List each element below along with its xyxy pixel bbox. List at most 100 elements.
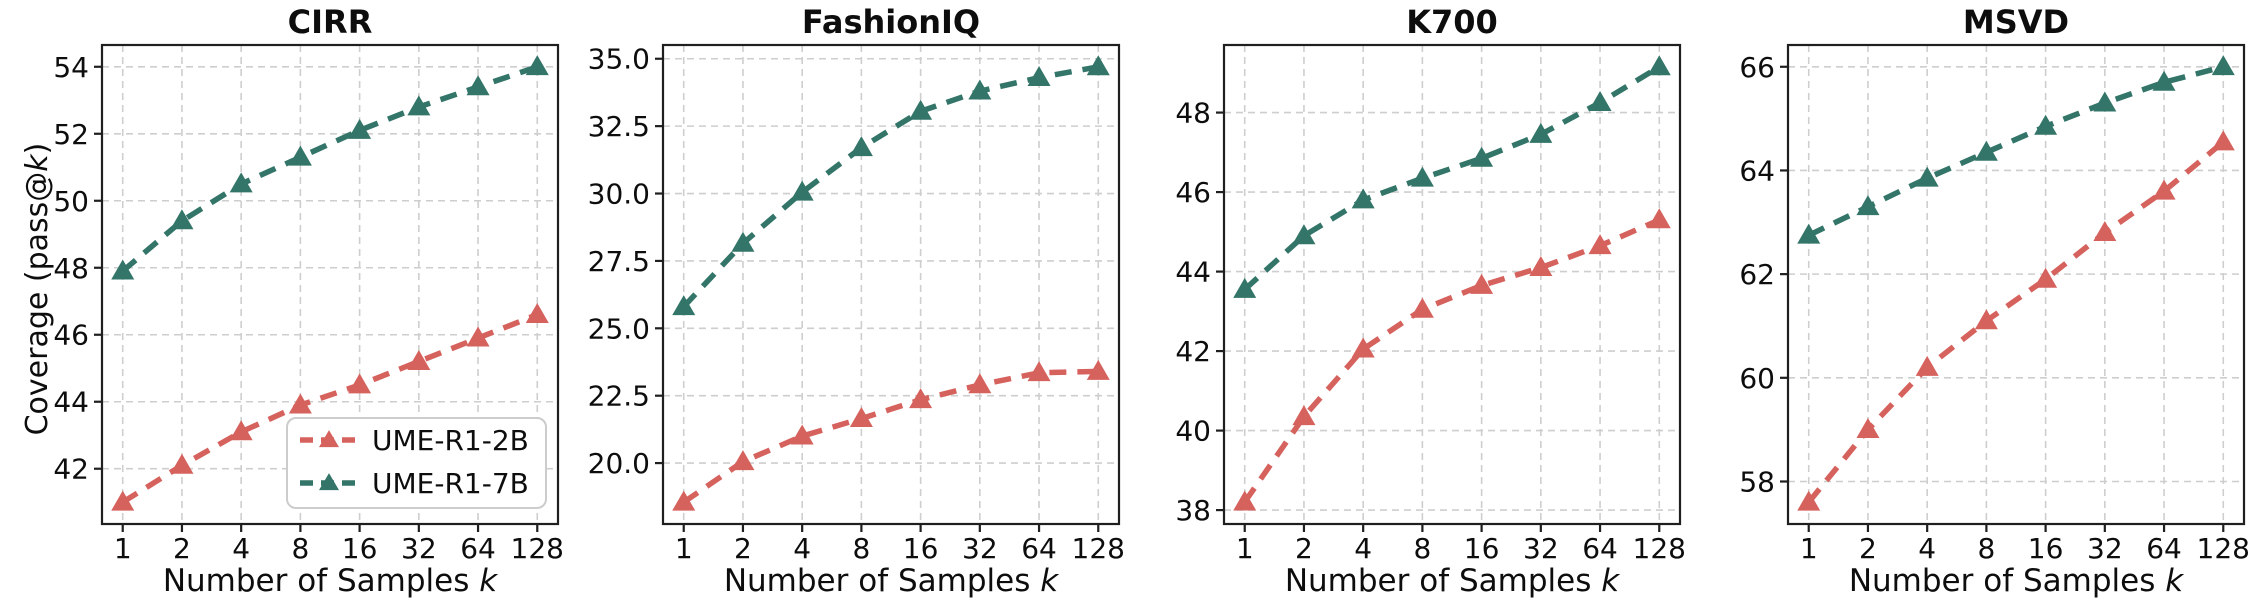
x-axis-label-k: k: [479, 563, 498, 599]
y-tick-label: 46: [53, 319, 89, 352]
series-marker-ume-r1-7b: [1588, 91, 1612, 112]
y-tick-label: 25.0: [588, 312, 650, 345]
series-marker-ume-r1-2b: [1233, 490, 1257, 511]
series-marker-ume-r1-7b: [111, 259, 135, 280]
x-tick-label: 128: [1072, 532, 1125, 565]
series-marker-ume-r1-7b: [170, 209, 194, 230]
series-marker-ume-r1-2b: [731, 450, 755, 471]
series-marker-ume-r1-7b: [731, 231, 755, 252]
x-axis-label-prefix: Number of Samples: [162, 563, 480, 599]
series-marker-ume-r1-7b: [1233, 277, 1257, 298]
series-marker-ume-r1-7b: [2152, 70, 2176, 91]
series-marker-ume-r1-2b: [1974, 309, 1998, 330]
series-marker-ume-r1-7b: [790, 180, 814, 201]
series-marker-ume-r1-2b: [1856, 418, 1880, 439]
series-marker-ume-r1-2b: [1915, 355, 1939, 376]
series-line-ume-r1-7b: [681, 64, 1099, 309]
series-marker-ume-r1-7b: [1797, 223, 1821, 244]
series-marker-ume-r1-7b: [288, 145, 312, 166]
x-tick-label: 4: [1918, 532, 1936, 565]
series-marker-ume-r1-7b: [1974, 140, 1998, 161]
series-marker-ume-r1-2b: [466, 326, 490, 347]
y-tick-label: 52: [53, 118, 89, 151]
series-marker-ume-r1-2b: [909, 388, 933, 409]
series-line-ume-r1-2b: [1242, 217, 1661, 504]
series-marker-ume-r1-7b: [1086, 55, 1110, 76]
chart-panel-fashioniq: FashionIQ 1 2 4 8 16 32 64 128 20.0 22.5 25.0 27.5 3…: [566, 0, 1132, 612]
x-tick-label: 1: [1236, 532, 1254, 565]
x-axis-label-k: k: [1601, 563, 1620, 599]
x-tick-label: 64: [460, 532, 496, 565]
x-tick-label: 1: [1800, 532, 1818, 565]
x-axis-label-k: k: [2165, 563, 2184, 599]
y-tick-label: 30.0: [588, 178, 650, 211]
series-marker-ume-r1-2b: [1588, 234, 1612, 255]
x-tick-label: 128: [1633, 532, 1686, 565]
y-tick-label: 46: [1175, 176, 1211, 209]
series-marker-ume-r1-2b: [1410, 297, 1434, 318]
y-tick-label: 40: [1175, 415, 1211, 448]
series-marker-ume-r1-7b: [2093, 91, 2117, 112]
series-marker-ume-r1-2b: [849, 407, 873, 428]
series-marker-ume-r1-7b: [466, 75, 490, 96]
x-tick-label: 16: [1464, 532, 1500, 565]
x-tick-label: 4: [232, 532, 250, 565]
series-marker-ume-r1-2b: [229, 420, 253, 441]
x-tick-label: 2: [1295, 532, 1313, 565]
y-tick-label: 44: [53, 386, 89, 419]
series-marker-ume-r1-7b: [1470, 146, 1494, 167]
y-tick-label: 27.5: [588, 245, 650, 278]
y-tick-label: 54: [53, 51, 89, 84]
y-tick-label: 64: [1739, 154, 1775, 187]
series-marker-ume-r1-2b: [2152, 179, 2176, 200]
series-marker-ume-r1-7b: [2211, 55, 2235, 76]
x-tick-label: 4: [793, 532, 811, 565]
plot-border: [661, 43, 1121, 526]
chart-title: FashionIQ: [801, 3, 981, 41]
series-marker-ume-r1-7b: [1351, 188, 1375, 209]
chart-title: CIRR: [287, 3, 373, 41]
series-marker-ume-r1-7b: [968, 79, 992, 100]
x-tick-label: 8: [852, 532, 870, 565]
y-tick-label: 42: [53, 453, 89, 486]
plot-border: [100, 43, 560, 526]
x-axis-label-prefix: Number of Samples: [723, 563, 1041, 599]
y-tick-label: 50: [53, 185, 89, 218]
series-marker-ume-r1-2b: [407, 349, 431, 370]
x-tick-label: 2: [734, 532, 752, 565]
x-tick-label: 32: [2087, 532, 2123, 565]
y-tick-label: 44: [1175, 256, 1211, 289]
series-marker-ume-r1-2b: [348, 373, 372, 394]
x-tick-label: 32: [1523, 532, 1559, 565]
series-marker-ume-r1-2b: [968, 373, 992, 394]
series-marker-ume-r1-7b: [909, 99, 933, 120]
legend: UME-R1-2B UME-R1-7B: [286, 417, 547, 509]
chart-panel-k700: K700 1 2 4 8 16 32 64 128 38 40 42 44 46 48 Number of…: [1132, 0, 1698, 612]
x-axis-label-prefix: Number of Samples: [1284, 563, 1602, 599]
series-marker-ume-r1-2b: [170, 453, 194, 474]
legend-label: UME-R1-2B: [372, 424, 529, 457]
series-marker-ume-r1-2b: [1470, 273, 1494, 294]
series-line-ume-r1-7b: [1807, 64, 2224, 238]
chart-title: K700: [1406, 3, 1498, 41]
x-tick-label: 1: [675, 532, 693, 565]
legend-label: UME-R1-7B: [372, 467, 529, 500]
y-tick-label: 48: [53, 252, 89, 285]
y-tick-label: 58: [1739, 465, 1775, 498]
y-tick-label: 20.0: [588, 447, 650, 480]
x-tick-label: 32: [962, 532, 998, 565]
series-marker-ume-r1-2b: [525, 303, 549, 324]
x-tick-label: 128: [2197, 532, 2250, 565]
x-axis-label: Number of Samples k: [1788, 560, 2244, 602]
x-tick-label: 16: [903, 532, 939, 565]
plot-border: [1786, 43, 2246, 526]
series-marker-ume-r1-7b: [525, 55, 549, 76]
plot-border: [1222, 43, 1682, 526]
legend-sample-marker: [319, 430, 339, 448]
series-marker-ume-r1-2b: [1292, 405, 1316, 426]
series-marker-ume-r1-2b: [1027, 361, 1051, 382]
x-tick-label: 1: [114, 532, 132, 565]
x-tick-label: 8: [291, 532, 309, 565]
series-marker-ume-r1-7b: [348, 118, 372, 139]
